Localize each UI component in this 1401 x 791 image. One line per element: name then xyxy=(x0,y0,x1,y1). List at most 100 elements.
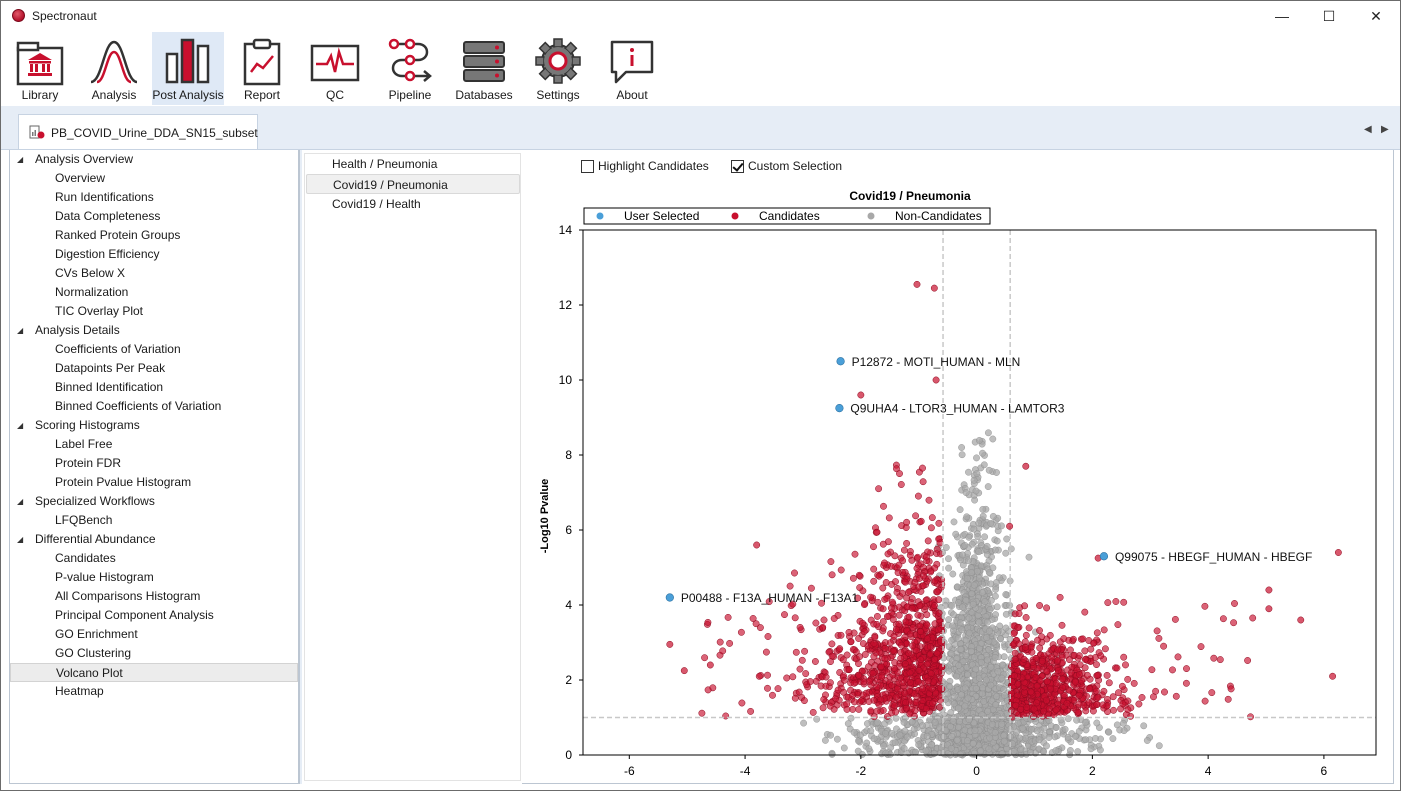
tree-item[interactable]: LFQBench xyxy=(10,511,298,530)
candidate-point xyxy=(901,578,909,586)
non-candidate-point xyxy=(945,667,953,675)
non-candidate-point xyxy=(970,653,978,661)
user-selected-point[interactable] xyxy=(836,357,845,366)
checkbox-box[interactable] xyxy=(581,159,594,173)
highlight-candidates-checkbox[interactable]: Highlight Candidates xyxy=(581,159,709,173)
minimize-button[interactable]: — xyxy=(1275,8,1289,24)
tree-item[interactable]: Coefficients of Variation xyxy=(10,340,298,359)
tree-item[interactable]: TIC Overlay Plot xyxy=(10,302,298,321)
toolbar-analysis-button[interactable]: Analysis xyxy=(85,32,143,105)
tree-item[interactable]: P-value Histogram xyxy=(10,568,298,587)
comparison-item[interactable]: Covid19 / Pneumonia xyxy=(306,174,520,194)
candidate-point xyxy=(873,620,881,628)
tab-scroll-right-button[interactable]: ▶ xyxy=(1381,124,1389,135)
user-selected-point[interactable] xyxy=(665,593,674,602)
tree-item[interactable]: Principal Component Analysis xyxy=(10,606,298,625)
maximize-button[interactable]: ☐ xyxy=(1322,7,1336,24)
tree-item[interactable]: Volcano Plot xyxy=(10,663,298,682)
tab-scroll-left-button[interactable]: ◀ xyxy=(1364,124,1372,135)
toolbar-settings-button[interactable]: Settings xyxy=(531,32,585,105)
tree-item[interactable]: Protein Pvalue Histogram xyxy=(10,473,298,492)
panel-splitter[interactable] xyxy=(299,150,302,784)
candidate-point xyxy=(1066,646,1074,654)
candidate-point xyxy=(1208,689,1216,697)
tree-item[interactable]: GO Enrichment xyxy=(10,625,298,644)
tree-item[interactable]: Overview xyxy=(10,169,298,188)
tree-group[interactable]: ◢ Analysis Details xyxy=(10,321,298,340)
non-candidate-point xyxy=(950,518,958,526)
tree-item[interactable]: Datapoints Per Peak xyxy=(10,359,298,378)
tree-item[interactable]: All Comparisons Histogram xyxy=(10,587,298,606)
candidate-point xyxy=(1174,653,1182,661)
tree-group[interactable]: ◢ Specialized Workflows xyxy=(10,492,298,511)
candidate-point xyxy=(1197,643,1205,651)
non-candidate-point xyxy=(947,650,955,658)
tree-group[interactable]: ◢ Scoring Histograms xyxy=(10,416,298,435)
app-title: Spectronaut xyxy=(32,9,97,23)
document-tab[interactable]: PB_COVID_Urine_DDA_SN15_subset xyxy=(18,114,258,150)
tree-item[interactable]: Normalization xyxy=(10,283,298,302)
comparison-item[interactable]: Covid19 / Health xyxy=(332,197,421,211)
candidate-point xyxy=(791,569,798,577)
toolbar-library-button[interactable]: Library xyxy=(11,32,69,105)
tree-item[interactable]: Heatmap xyxy=(10,682,298,701)
toolbar-post-analysis-button[interactable]: Post Analysis xyxy=(152,32,224,105)
candidate-point xyxy=(923,611,931,619)
toolbar-pipeline-button[interactable]: Pipeline xyxy=(381,32,439,105)
x-tick-label: 0 xyxy=(973,764,980,778)
close-button[interactable]: ✕ xyxy=(1370,7,1382,24)
toolbar-about-button[interactable]: About xyxy=(605,32,659,105)
user-selected-point[interactable] xyxy=(1099,552,1109,561)
candidate-point xyxy=(856,584,864,592)
non-candidate-point xyxy=(981,533,988,541)
custom-selection-checkbox[interactable]: Custom Selection xyxy=(731,159,842,173)
tree-group[interactable]: ◢ Differential Abundance xyxy=(10,530,298,549)
tree-item[interactable]: Digestion Efficiency xyxy=(10,245,298,264)
non-candidate-point xyxy=(991,592,999,600)
non-candidate-point xyxy=(959,551,966,559)
tree-item[interactable]: Candidates xyxy=(10,549,298,568)
expand-caret-icon[interactable]: ◢ xyxy=(17,326,24,335)
candidate-point xyxy=(902,699,910,706)
candidate-point xyxy=(849,705,857,713)
tree-group[interactable]: ◢ Analysis Overview xyxy=(10,150,298,169)
tree-item[interactable]: Label Free xyxy=(10,435,298,454)
candidate-point xyxy=(894,685,901,693)
tree-item[interactable]: Data Completeness xyxy=(10,207,298,226)
tree-item[interactable]: Binned Coefficients of Variation xyxy=(10,397,298,416)
expand-caret-icon[interactable]: ◢ xyxy=(17,535,24,544)
non-candidate-point xyxy=(928,741,935,749)
tree-item[interactable]: Ranked Protein Groups xyxy=(10,226,298,245)
candidate-point xyxy=(1092,687,1100,695)
volcano-plot[interactable]: Covid19 / Pneumonia User Selected Candida… xyxy=(522,178,1392,788)
expand-caret-icon[interactable]: ◢ xyxy=(17,155,24,164)
non-candidate-point xyxy=(908,718,916,726)
user-selected-point[interactable] xyxy=(835,404,844,413)
candidate-point xyxy=(796,665,804,673)
non-candidate-point xyxy=(1040,724,1048,732)
tree-item[interactable]: Run Identifications xyxy=(10,188,298,207)
candidate-point xyxy=(1056,593,1064,601)
toolbar-qc-button[interactable]: QC xyxy=(307,32,363,105)
comparison-list: Health / Pneumonia Covid19 / Pneumonia Cov… xyxy=(304,153,521,781)
tree-item[interactable]: GO Clustering xyxy=(10,644,298,663)
candidate-point xyxy=(860,678,868,686)
non-candidate-point xyxy=(972,487,980,495)
expand-caret-icon[interactable]: ◢ xyxy=(17,421,24,430)
comparison-item[interactable]: Health / Pneumonia xyxy=(332,157,438,171)
tree-item[interactable]: CVs Below X xyxy=(10,264,298,283)
toolbar-databases-button[interactable]: Databases xyxy=(453,32,515,105)
candidate-point xyxy=(854,594,862,602)
toolbar-report-button[interactable]: Report xyxy=(235,32,289,105)
candidate-point xyxy=(1038,657,1046,665)
candidate-point xyxy=(701,654,709,662)
candidate-point xyxy=(1182,679,1190,687)
legend-entry: Non-Candidates xyxy=(895,209,982,223)
non-candidate-point xyxy=(833,735,841,743)
tree-item[interactable]: Binned Identification xyxy=(10,378,298,397)
checkbox-box[interactable] xyxy=(731,159,744,173)
document-tab-strip: PB_COVID_Urine_DDA_SN15_subset ◀ ▶ xyxy=(1,106,1400,150)
expand-caret-icon[interactable]: ◢ xyxy=(17,497,24,506)
tree-item[interactable]: Protein FDR xyxy=(10,454,298,473)
candidate-point xyxy=(1043,604,1051,612)
